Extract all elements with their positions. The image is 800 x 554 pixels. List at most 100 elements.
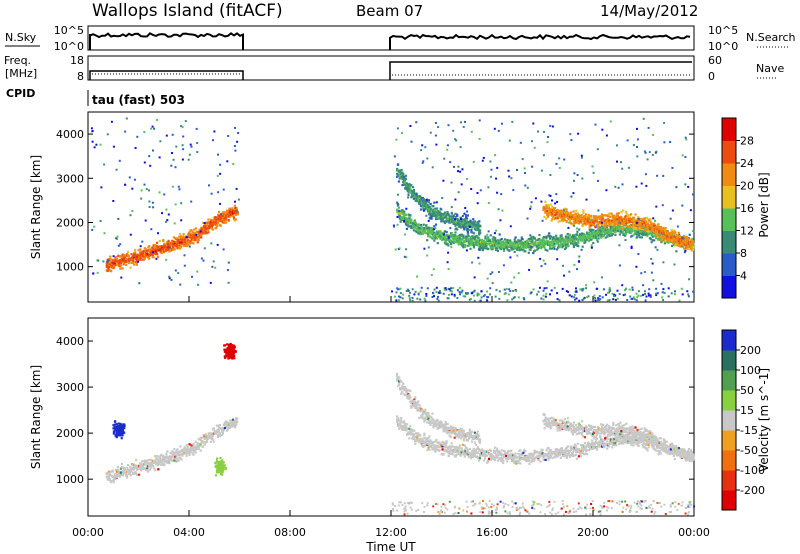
power-pixel-4457 xyxy=(648,294,650,297)
power-pixel-1563 xyxy=(540,247,543,250)
power-pixel-725 xyxy=(233,204,236,207)
power-pixel-3013 xyxy=(561,214,565,217)
power-pixel-2473 xyxy=(404,179,407,182)
power-pixel-4216 xyxy=(636,138,639,141)
power-pixel-3446 xyxy=(638,227,641,230)
power-pixel-4226 xyxy=(397,193,399,196)
power-pixel-563 xyxy=(204,230,207,233)
power-pixel-2139 xyxy=(641,233,644,236)
power-pixel-4044 xyxy=(214,266,217,269)
power-pixel-3931 xyxy=(618,221,621,224)
power-pixel-4210 xyxy=(188,245,191,248)
power-pixel-3970 xyxy=(188,153,191,156)
power-pixel-1689 xyxy=(562,244,565,247)
power-pixel-1822 xyxy=(586,238,589,241)
power-pixel-4169 xyxy=(689,209,692,212)
power-pixel-3977 xyxy=(461,215,464,217)
power-pixel-3186 xyxy=(592,215,596,218)
power-pixel-3102 xyxy=(577,222,581,225)
power-pixel-4257 xyxy=(623,289,626,292)
power-pixel-473 xyxy=(188,230,191,233)
power-pixel-3517 xyxy=(651,224,654,227)
power-pixel-3861 xyxy=(427,246,430,249)
power-pixel-3855 xyxy=(466,178,469,180)
power-pixel-237 xyxy=(147,249,150,252)
power-pixel-2827 xyxy=(466,214,469,217)
power-pixel-2787 xyxy=(459,226,462,229)
velocity-pixel-264 xyxy=(172,455,175,458)
power-pixel-4234 xyxy=(555,193,558,196)
power-pixel-2419 xyxy=(691,238,694,241)
power-pixel-2756 xyxy=(454,215,457,219)
power-pixel-4220 xyxy=(457,165,460,168)
power-pixel-4206 xyxy=(526,217,529,220)
power-pixel-4484 xyxy=(437,291,440,294)
power-pixel-4166 xyxy=(601,276,603,279)
power-pixel-3253 xyxy=(604,223,607,226)
power-pixel-4126 xyxy=(470,188,473,190)
power-pixel-3776 xyxy=(576,268,578,271)
power-pixel-4180 xyxy=(551,125,554,128)
power-pixel-4273 xyxy=(448,293,450,296)
power-pixel-2799 xyxy=(461,224,464,227)
power-pixel-144 xyxy=(130,253,133,256)
power-pixel-4053 xyxy=(93,146,96,149)
power-pixel-4404 xyxy=(667,287,670,290)
power-pixel-620 xyxy=(215,218,218,221)
power-pixel-852 xyxy=(414,221,417,224)
power-pixel-3630 xyxy=(671,230,674,234)
power-pixel-1198 xyxy=(475,234,478,237)
power-pixel-4178 xyxy=(541,219,544,222)
power-pixel-4222 xyxy=(396,216,399,218)
power-pixel-648 xyxy=(219,224,222,227)
power-pixel-519 xyxy=(196,241,199,244)
power-pixel-4422 xyxy=(459,293,461,296)
power-pixel-4212 xyxy=(232,163,235,166)
power-pixel-3938 xyxy=(465,249,468,252)
velocity-pixel-283 xyxy=(176,448,179,451)
power-pixel-3594 xyxy=(664,227,667,230)
power-pixel-3904 xyxy=(222,188,225,191)
power-pixel-731 xyxy=(234,213,237,216)
power-pixel-566 xyxy=(205,232,208,235)
velocity-pixel-287 xyxy=(177,459,180,462)
power-pixel-3669 xyxy=(677,239,680,242)
power-pixel-3757 xyxy=(437,126,440,128)
power-pixel-3964 xyxy=(117,217,120,220)
power-pixel-3971 xyxy=(462,234,465,237)
power-pixel-4131 xyxy=(398,247,401,250)
velocity-pixel-417 xyxy=(210,436,213,439)
power-pixel-4238 xyxy=(442,179,445,182)
power-pixel-2933 xyxy=(547,205,550,208)
power-pixel-4042 xyxy=(692,193,694,196)
power-pixel-4496 xyxy=(636,296,639,299)
power-pixel-538 xyxy=(200,226,203,229)
power-pixel-3378 xyxy=(626,216,629,219)
power-pixel-640 xyxy=(218,214,221,217)
power-pixel-4152 xyxy=(140,189,143,192)
power-pixel-81 xyxy=(119,267,122,270)
power-pixel-4354 xyxy=(512,289,515,292)
velocity-pixel-64 xyxy=(121,474,124,477)
power-pixel-744 xyxy=(236,213,239,216)
power-pixel-3935 xyxy=(405,256,408,259)
power-pixel-4041 xyxy=(435,201,438,204)
power-pixel-3832 xyxy=(227,281,230,284)
power-pixel-2801 xyxy=(462,226,465,229)
power-pixel-4258 xyxy=(405,289,408,292)
power-pixel-4428 xyxy=(432,292,435,295)
power-pixel-1354 xyxy=(503,247,506,251)
power-pixel-2954 xyxy=(551,217,554,220)
power-pixel-3950 xyxy=(149,164,152,167)
power-pixel-1369 xyxy=(505,245,508,249)
power-pixel-4076 xyxy=(532,122,535,125)
power-pixel-3917 xyxy=(507,169,510,172)
power-pixel-3425 xyxy=(635,227,638,230)
power-pixel-416 xyxy=(179,233,182,236)
power-pixel-1848 xyxy=(590,228,593,231)
velocity-pixel-42 xyxy=(115,470,118,473)
power-pixel-1287 xyxy=(491,244,494,247)
power-pixel-3070 xyxy=(572,214,575,217)
power-pixel-3912 xyxy=(182,148,185,151)
power-pixel-3985 xyxy=(182,135,185,138)
